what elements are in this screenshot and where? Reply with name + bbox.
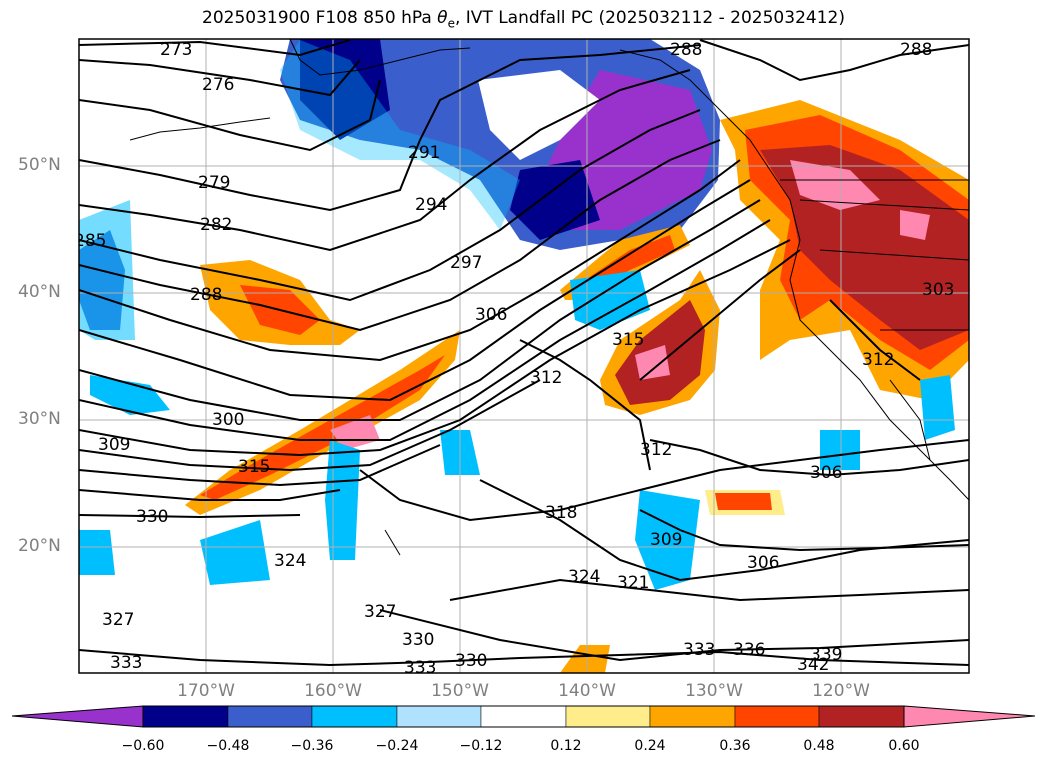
lon-label-160w: 160°W [304,681,362,701]
contour-label: 303 [922,280,954,300]
colorbar-tick-label: −0.24 [375,738,419,754]
contour-label: 327 [364,602,396,622]
positive-shading-sw-red [715,493,772,510]
contour-label: 306 [475,305,507,325]
lat-label-30n: 30°N [18,409,61,429]
colorbar-tick-label: 0.36 [719,738,751,754]
contour-label: 288 [190,285,222,305]
lon-label-140w: 140°W [558,681,616,701]
contour-label: 333 [404,658,436,678]
colorbar-segment [142,705,229,728]
theta-e-contours [79,39,969,667]
colorbar-segment [227,705,313,728]
negative-shading-patch6 [90,375,170,415]
contour-label: 288 [900,40,932,60]
lon-label-120w: 120°W [812,681,870,701]
map-plot-area: 273 276 279 282 285 288 288 288 291 294 … [74,39,969,678]
positive-shading-ar-pink [635,345,670,380]
contour-label: 330 [455,651,487,671]
colorbar-segment [818,705,905,728]
colorbar-tick-label: −0.12 [459,738,503,754]
contour-label: 330 [402,630,434,650]
contour-label: 300 [212,410,244,430]
negative-shading-patch7 [920,375,955,440]
map-title: 2025031900 F108 850 hPa θe, IVT Landfall… [202,8,845,31]
contour-label: 321 [617,573,649,593]
positive-shading-coast-pink [790,160,880,210]
map-frame [78,38,970,674]
contour-label: 312 [862,350,894,370]
colorbar-extend-low [11,705,144,728]
colorbar-tick-label: −0.36 [290,738,334,754]
colorbar-segment [480,705,567,728]
colorbar-segment [565,705,651,728]
contour-label: 273 [160,40,192,60]
contour-label: 297 [450,253,482,273]
negative-shading-patch3 [200,520,270,585]
negative-shading-patch [325,440,360,560]
negative-shading-left-edge [79,200,135,340]
colorbar-tick-label: 0.12 [550,738,582,754]
colorbar-tick-label: −0.60 [121,738,165,754]
colorbar-segment [734,705,820,728]
contour-label: 291 [408,143,440,163]
contour-label: 342 [797,655,829,675]
colorbar [11,705,1036,728]
colorbar-tick-label: 0.48 [803,738,835,754]
contour-label: 309 [650,530,682,550]
contour-label: 285 [74,231,106,251]
contour-label: 294 [415,195,447,215]
contour-label-group: 273 276 279 282 285 288 288 288 291 294 … [74,40,954,678]
contour-label: 312 [640,440,672,460]
colorbar-segment [396,705,482,728]
contour-label: 336 [733,640,765,660]
contour-label: 276 [202,75,234,95]
contour-label: 288 [670,40,702,60]
positive-shading-coast-pink2 [900,210,930,240]
positive-shading-south [560,645,610,673]
contour-label: 333 [110,653,142,673]
lat-label-50n: 50°N [18,155,61,175]
contour-label: 324 [274,551,306,571]
lat-label-40n: 40°N [18,282,61,302]
colorbar-tick-label: −0.48 [206,738,250,754]
contour-label: 324 [568,567,600,587]
contour-label: 315 [238,457,270,477]
contour-label: 279 [198,173,230,193]
negative-shading-hole [478,70,600,160]
lon-label-150w: 150°W [431,681,489,701]
positive-shading-jet-red [200,355,445,500]
contour-label: 306 [810,463,842,483]
contour-label: 318 [545,503,577,523]
contour-label: 315 [612,330,644,350]
contour-label: 306 [747,553,779,573]
colorbar-tick-label: 0.60 [888,738,920,754]
lon-label-130w: 130°W [685,681,743,701]
colorbar-segment [649,705,736,728]
contour-label: 339 [810,645,842,665]
negative-shading-patch8 [79,530,115,575]
contour-label: 282 [200,215,232,235]
negative-shading-dark [510,160,600,240]
contour-label: 327 [102,610,134,630]
negative-shading-patch9 [820,430,860,470]
colorbar-extend-high [903,705,1036,728]
lat-label-20n: 20°N [18,536,61,556]
contour-label: 312 [530,368,562,388]
positive-shading-jet-pink [330,415,380,450]
shading-layer [79,39,969,673]
coastlines [129,39,969,556]
colorbar-segment [311,705,398,728]
contour-label: 330 [136,507,168,527]
negative-shading-core [300,39,390,140]
contour-label: 333 [683,640,715,660]
lon-label-170w: 170°W [177,681,235,701]
contour-label: 309 [98,435,130,455]
colorbar-tick-label: 0.24 [634,738,666,754]
